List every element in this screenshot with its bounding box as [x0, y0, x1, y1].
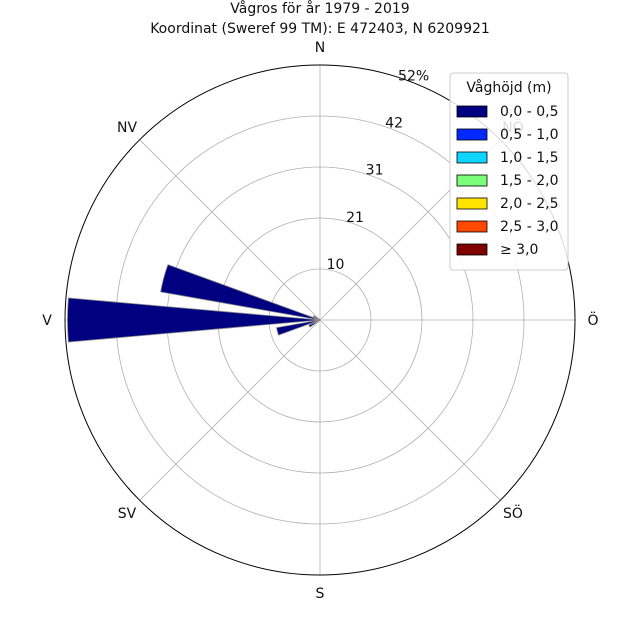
legend-label: 0,5 - 1,0 — [500, 127, 558, 143]
sector-240 — [308, 319, 321, 328]
direction-label: N — [315, 40, 325, 56]
radial-tick-label: 31 — [366, 163, 384, 179]
legend-swatch — [456, 151, 488, 164]
grid-spoke-135 — [319, 319, 501, 501]
direction-label: V — [42, 313, 52, 329]
radial-tick-label: 42 — [385, 116, 403, 132]
legend-swatch — [456, 105, 488, 118]
direction-label: NV — [117, 120, 137, 136]
legend-box — [449, 72, 569, 271]
legend-swatch — [456, 220, 488, 233]
legend-label: 1,0 - 1,5 — [500, 150, 558, 166]
legend-swatch — [456, 128, 488, 141]
grid-spoke-225 — [139, 319, 321, 501]
chart-subtitle: Koordinat (Sweref 99 TM): E 472403, N 62… — [150, 21, 490, 37]
legend-entries: 0,0 - 0,5 0,5 - 1,0 1,0 - 1,5 1,5 - 2,0 2,0 … — [456, 104, 558, 258]
radial-tick-label: 10 — [327, 257, 345, 273]
direction-label: S — [316, 586, 325, 602]
radial-tick-labels: 10 21 31 42 52% — [327, 68, 430, 273]
legend-label: 2,0 - 2,5 — [500, 196, 558, 212]
radial-tick-label: 21 — [346, 210, 364, 226]
legend: Våghöjd (m) 0,0 - 0,5 0,5 - 1,0 1,0 - 1,5 1… — [449, 72, 569, 271]
polar-frame — [64, 64, 576, 576]
legend-title: Våghöjd (m) — [466, 79, 551, 96]
wave-sectors — [67, 264, 321, 343]
sector-285 — [160, 264, 321, 321]
legend-label: 1,5 - 2,0 — [500, 173, 558, 189]
chart-title: Vågros för år 1979 - 2019 — [230, 0, 409, 17]
direction-label: SV — [118, 506, 137, 522]
direction-label: Ö — [587, 311, 598, 329]
legend-swatch — [456, 243, 488, 256]
grid-spoke-315 — [139, 139, 321, 321]
legend-swatch — [456, 197, 488, 210]
legend-label: 2,5 - 3,0 — [500, 219, 558, 235]
legend-label: ≥ 3,0 — [500, 242, 538, 258]
direction-label: SÖ — [503, 504, 523, 522]
sector-255 — [276, 319, 321, 336]
radial-tick-label: 52% — [398, 68, 429, 84]
sector-300 — [312, 315, 321, 321]
legend-label: 0,0 - 0,5 — [500, 104, 558, 120]
sector-270 — [67, 297, 321, 343]
legend-swatch — [456, 174, 488, 187]
